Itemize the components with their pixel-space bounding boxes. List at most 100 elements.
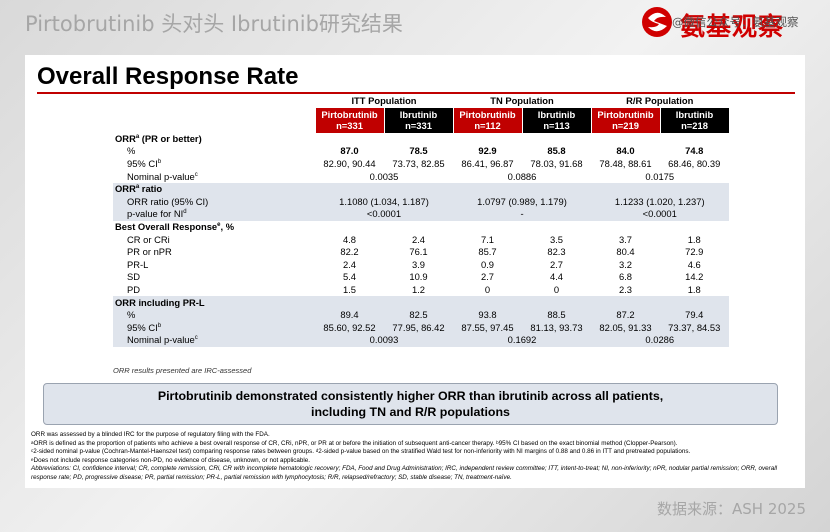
arm-name: Ibrutinib xyxy=(537,109,576,121)
cell: 87.55, 97.45 xyxy=(461,321,514,333)
cell: 7.1 xyxy=(480,233,495,245)
page-header: Pirtobrutinib 头对头 Ibrutinib研究结果 xyxy=(25,12,403,36)
callout-line: Pirtobrutinib demonstrated consistently … xyxy=(157,389,664,403)
superscript: b xyxy=(157,159,162,166)
text: Does not include response categories non… xyxy=(33,456,311,464)
row-label: 95% CIb xyxy=(113,322,315,335)
cell: 78.48, 88.61 xyxy=(599,158,652,170)
cell: <0.0001 xyxy=(642,208,677,220)
text: ORR including PR-L xyxy=(115,296,205,308)
cell: 93.8 xyxy=(478,309,497,321)
cell: 85.8 xyxy=(547,145,566,157)
arm-name: Ibrutinib xyxy=(399,109,438,121)
cell: 82.05, 91.33 xyxy=(599,321,652,333)
arm-name: Pirtobrutinib xyxy=(459,109,516,121)
cell: 85.60, 92.52 xyxy=(323,321,376,333)
cell: 0.9 xyxy=(480,258,495,270)
slide-title: Overall Response Rate xyxy=(37,63,299,90)
text: ORR xyxy=(115,183,136,195)
data-row: 95% CIb 82.90, 90.44 73.73, 82.85 86.41, 96… xyxy=(113,157,729,171)
cell: 0.1692 xyxy=(507,334,537,346)
blank xyxy=(113,95,315,108)
section-row: ORRa ratio xyxy=(113,182,729,196)
title-rule xyxy=(37,92,795,94)
row-label: p-value for NId xyxy=(113,208,315,221)
cell: 3.2 xyxy=(618,258,633,270)
row-label: SD xyxy=(113,271,315,284)
logo: 氨基观察 @微信公众号：氨基观察 xyxy=(640,4,820,41)
data-row: Nominal p-valuec 0.0093 0.1692 0.0286 xyxy=(113,334,729,347)
row-label: 95% CIb xyxy=(113,158,315,171)
arm-name: Pirtobrutinib xyxy=(597,109,654,121)
cell: 78.03, 91.68 xyxy=(530,158,583,170)
section-title: Best Overall Responsee, % xyxy=(113,221,729,234)
group-header: TN Population xyxy=(490,95,554,107)
text: ratio xyxy=(139,183,163,195)
data-row: % 89.4 82.5 93.8 88.5 87.2 79.4 xyxy=(113,308,729,322)
cell: 1.8 xyxy=(687,233,701,245)
arm-name: Ibrutinib xyxy=(675,109,714,121)
logo-text: 氨基观察 xyxy=(680,12,785,41)
slide: Overall Response Rate ITT Population TN P… xyxy=(25,55,805,488)
abbreviations: Abbreviations: CI, confidence interval; … xyxy=(31,465,778,481)
data-row: PD 1.5 1.2 0 0 2.3 1.8 xyxy=(113,283,729,297)
cell: 2.4 xyxy=(342,258,357,270)
cell: 82.5 xyxy=(409,309,428,321)
text: p-value for NI xyxy=(127,208,184,220)
cell: 4.6 xyxy=(687,258,701,270)
cell: 5.4 xyxy=(342,271,357,283)
cell: - xyxy=(520,208,524,220)
cell: 89.4 xyxy=(340,309,359,321)
text: , % xyxy=(220,221,235,233)
cell: 92.9 xyxy=(478,145,497,157)
footnotes: ORR was assessed by a blinded IRC for th… xyxy=(31,431,801,483)
text: SD xyxy=(127,271,141,283)
arm-header: Ibrutinib n=113 xyxy=(521,107,591,133)
footnote: aORR is defined as the proportion of pat… xyxy=(31,440,801,449)
cell: 82.90, 90.44 xyxy=(323,158,376,170)
row-label: % xyxy=(113,145,315,158)
cell: 1.1233 (1.020, 1.237) xyxy=(614,195,705,207)
text: ORR is defined as the proportion of pati… xyxy=(33,439,497,447)
superscript: b xyxy=(496,439,499,445)
cell: 88.5 xyxy=(547,309,566,321)
arm-n: n=219 xyxy=(612,120,639,132)
section-row: ORRa (PR or better) xyxy=(113,132,729,146)
cell: 82.2 xyxy=(340,246,359,258)
cell: 87.0 xyxy=(340,145,359,157)
cell: 0.0286 xyxy=(645,334,675,346)
cell: 76.1 xyxy=(409,246,428,258)
text: 95% CI based on the exact binomial metho… xyxy=(498,439,678,447)
logo-icon xyxy=(642,7,672,37)
text: 95% CI xyxy=(127,158,158,170)
text: PR or nPR xyxy=(127,246,172,258)
callout-line: including TN and R/R populations xyxy=(311,404,510,419)
section-title: ORRa (PR or better) xyxy=(113,133,729,146)
row-label: PD xyxy=(113,284,315,297)
text: 95% CI xyxy=(127,321,158,333)
group-header: ITT Population xyxy=(351,95,417,107)
text: CR or CRi xyxy=(127,233,170,245)
cell: 1.2 xyxy=(411,284,426,296)
group-row: ITT Population TN Population R/R Populatio… xyxy=(113,95,729,108)
cell: 0 xyxy=(484,284,491,296)
cell: 4.8 xyxy=(342,233,357,245)
superscript: a xyxy=(31,439,34,445)
cell: 86.41, 96.87 xyxy=(461,158,514,170)
row-label: CR or CRi xyxy=(113,233,315,246)
superscript: d xyxy=(315,448,319,454)
row-label: % xyxy=(113,309,315,322)
row-label: ORR ratio (95% CI) xyxy=(113,196,315,209)
cell: 2.7 xyxy=(549,258,564,270)
section-row: Best Overall Responsee, % xyxy=(113,220,729,234)
data-row: PR-L 2.4 3.9 0.9 2.7 3.2 4.6 xyxy=(113,258,729,272)
data-row: PR or nPR 82.2 76.1 85.7 82.3 80.4 72.9 xyxy=(113,245,729,259)
text: % xyxy=(127,145,136,157)
cell: 14.2 xyxy=(685,271,704,283)
arm-n: n=331 xyxy=(336,120,363,132)
arm-n: n=331 xyxy=(405,120,432,132)
superscript: e xyxy=(31,456,34,462)
data-row: Nominal p-valuec 0.0035 0.0886 0.0175 xyxy=(113,170,729,183)
cell: 78.5 xyxy=(409,145,428,157)
